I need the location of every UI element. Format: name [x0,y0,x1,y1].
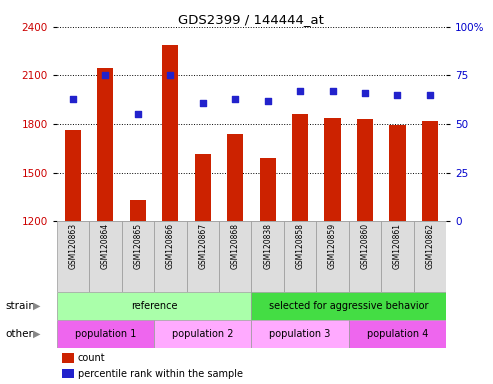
Text: percentile rank within the sample: percentile rank within the sample [78,369,243,379]
Bar [414,221,446,292]
Text: GSM120866: GSM120866 [166,223,175,270]
Point [69,96,77,102]
Bar [57,221,89,292]
Bar [317,221,349,292]
Point [264,98,272,104]
Bar [122,221,154,292]
Point [361,90,369,96]
Bar [292,114,308,221]
Text: reference: reference [131,301,177,311]
Text: GSM120860: GSM120860 [360,223,370,270]
Bar [259,158,276,221]
Text: population 4: population 4 [367,329,428,339]
Text: GSM120865: GSM120865 [133,223,142,270]
Point [199,99,207,106]
Bar [251,292,446,320]
Bar [89,221,122,292]
Point [296,88,304,94]
Text: population 1: population 1 [75,329,136,339]
Bar [389,125,406,221]
Text: GSM120868: GSM120868 [231,223,240,269]
Bar [57,320,154,348]
Bar [251,221,284,292]
Bar [422,121,438,221]
Text: GSM120862: GSM120862 [425,223,434,269]
Bar [186,221,219,292]
Bar [97,68,113,221]
Bar [195,154,211,221]
Bar [357,119,373,221]
Point [426,92,434,98]
Text: population 3: population 3 [270,329,331,339]
Text: GSM120838: GSM120838 [263,223,272,269]
Bar [130,200,146,221]
Text: ▶: ▶ [33,301,41,311]
Bar [381,221,414,292]
Text: population 2: population 2 [172,329,234,339]
Text: GSM120858: GSM120858 [296,223,305,269]
Point [231,96,239,102]
Point [134,111,142,118]
Bar [349,320,446,348]
Bar [162,45,178,221]
Text: GSM120863: GSM120863 [69,223,77,270]
Text: GSM120859: GSM120859 [328,223,337,270]
Bar [154,221,186,292]
Point [102,73,109,79]
Bar [349,221,381,292]
Bar [227,134,244,221]
Text: ▶: ▶ [33,329,41,339]
Point [166,73,174,79]
Bar [324,118,341,221]
Text: count: count [78,353,106,363]
Bar [251,320,349,348]
Point [329,88,337,94]
Title: GDS2399 / 144444_at: GDS2399 / 144444_at [178,13,324,26]
Text: selected for aggressive behavior: selected for aggressive behavior [269,301,428,311]
Bar [284,221,317,292]
Point [393,92,401,98]
Text: other: other [5,329,33,339]
Text: GSM120867: GSM120867 [198,223,207,270]
Bar [219,221,251,292]
Text: strain: strain [5,301,35,311]
Bar [154,320,251,348]
Text: GSM120861: GSM120861 [393,223,402,269]
Text: GSM120864: GSM120864 [101,223,110,270]
Bar [57,292,251,320]
Bar [65,130,81,221]
